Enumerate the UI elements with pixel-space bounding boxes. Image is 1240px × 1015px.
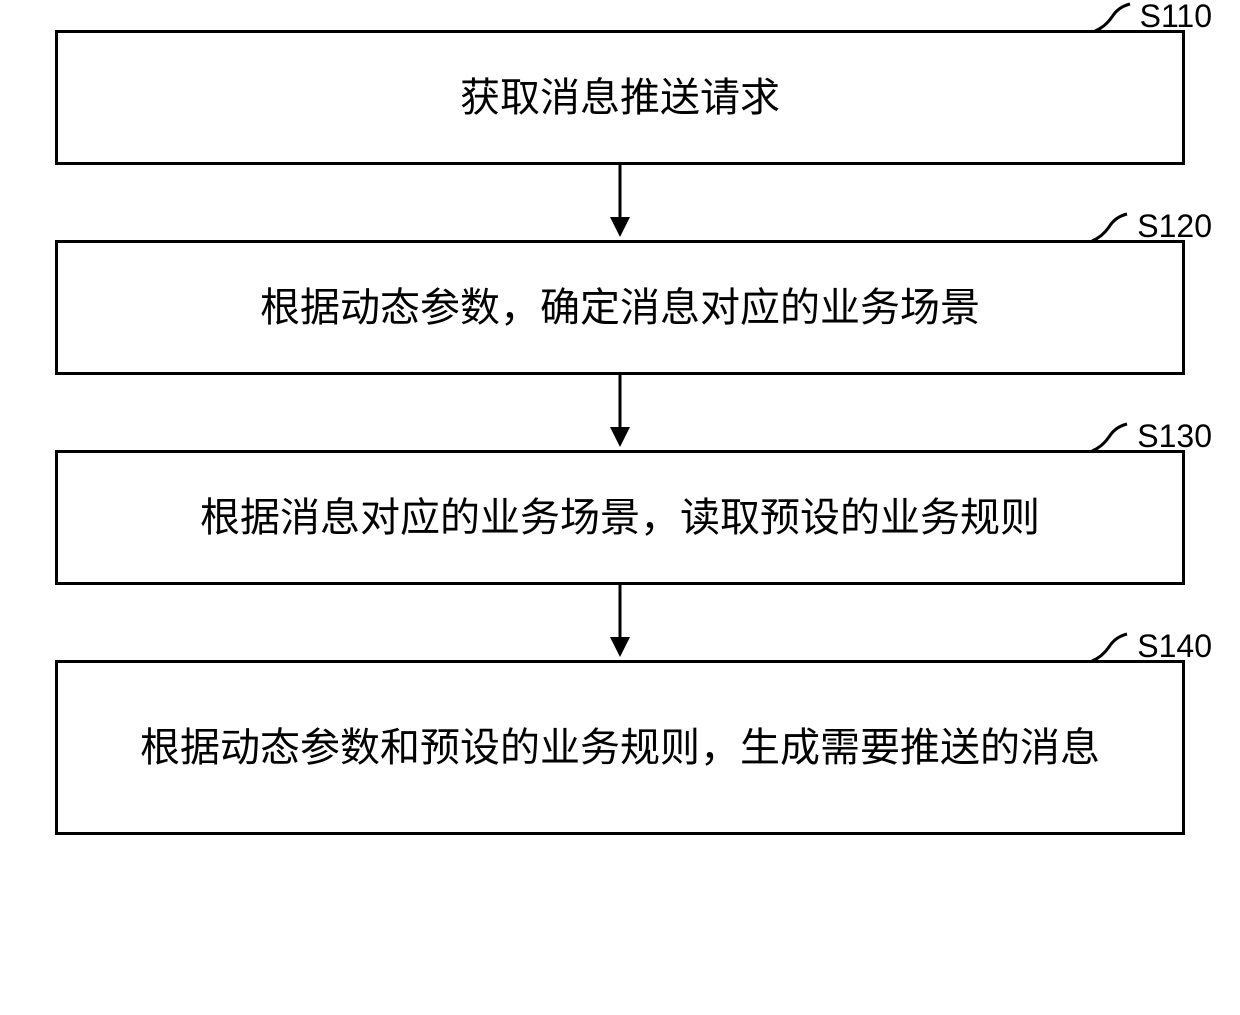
- arrow-down-icon: [605, 585, 635, 660]
- step-text: 根据动态参数和预设的业务规则，生成需要推送的消息: [140, 718, 1100, 778]
- label-curve-icon: [1087, 419, 1132, 454]
- arrow-s110-s120: [55, 165, 1185, 240]
- arrow-s120-s130: [55, 375, 1185, 450]
- step-label-s110: S110: [1090, 0, 1212, 35]
- step-box-s120: S120 根据动态参数，确定消息对应的业务场景: [55, 240, 1185, 375]
- label-curve-icon: [1087, 629, 1132, 664]
- step-label-s140: S140: [1087, 628, 1212, 665]
- step-text: 根据消息对应的业务场景，读取预设的业务规则: [200, 488, 1040, 548]
- step-label-text: S120: [1137, 208, 1212, 245]
- step-box-s110: S110 获取消息推送请求: [55, 30, 1185, 165]
- arrow-down-icon: [605, 375, 635, 450]
- arrow-down-icon: [605, 165, 635, 240]
- step-label-text: S140: [1137, 628, 1212, 665]
- arrow-s130-s140: [55, 585, 1185, 660]
- step-label-text: S110: [1140, 0, 1212, 35]
- step-box-s130: S130 根据消息对应的业务场景，读取预设的业务规则: [55, 450, 1185, 585]
- flowchart-container: S110 获取消息推送请求 S120 根据动态参数，确定消息对应的业务场景: [55, 30, 1185, 835]
- label-curve-icon: [1087, 209, 1132, 244]
- step-label-s120: S120: [1087, 208, 1212, 245]
- step-label-s130: S130: [1087, 418, 1212, 455]
- step-box-s140: S140 根据动态参数和预设的业务规则，生成需要推送的消息: [55, 660, 1185, 835]
- label-curve-icon: [1090, 0, 1135, 34]
- step-label-text: S130: [1137, 418, 1212, 455]
- step-text: 根据动态参数，确定消息对应的业务场景: [260, 278, 980, 338]
- step-text: 获取消息推送请求: [460, 68, 780, 128]
